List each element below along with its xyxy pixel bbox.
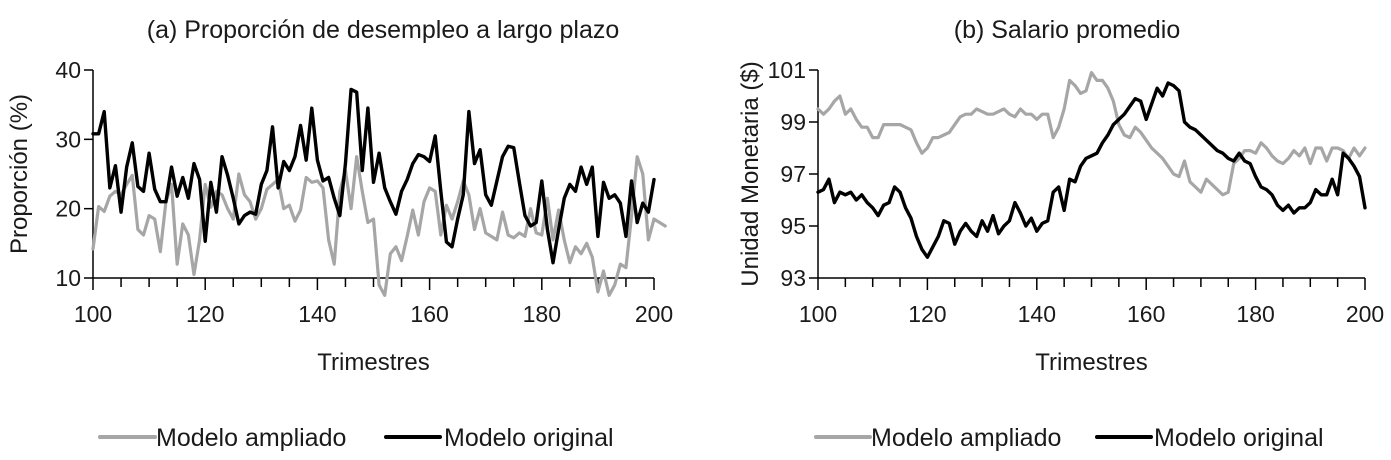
legend-item-b-original: Modelo original (1095, 424, 1324, 452)
x-axis-label-b: Trimestres (1035, 349, 1147, 376)
chart-title-b: (b) Salario promedio (954, 16, 1181, 44)
panel-b-average-wage: (b) Salario promedio 93 95 97 99 101 100 120 140… (737, 16, 1384, 452)
series-group-a-original (91, 87, 656, 265)
x-tick-label-b: 100 (799, 301, 837, 327)
y-tick-label-b: 93 (780, 265, 806, 291)
y-tick-label-a: 30 (55, 126, 81, 152)
legend-label: Modelo original (444, 424, 614, 452)
x-tick-label-a: 100 (74, 301, 112, 327)
legend-label: Modelo original (1154, 424, 1324, 452)
series-line-b-original (816, 81, 1367, 259)
series-line-b-ampliado (816, 71, 1367, 197)
chart-title-a: (a) Proporción de desempleo a largo plaz… (147, 16, 620, 44)
x-tick-label-a: 160 (410, 301, 448, 327)
y-tick-label-b: 101 (768, 57, 806, 83)
x-tick-label-a: 140 (298, 301, 336, 327)
legend-label: Modelo ampliado (156, 424, 346, 452)
y-tick-label-b: 95 (780, 213, 806, 239)
x-tick-label-b: 160 (1127, 301, 1165, 327)
series-group-a-ampliado (91, 155, 667, 297)
legend-item-a-original: Modelo original (384, 424, 614, 452)
x-tick-label-b: 120 (908, 301, 946, 327)
x-tick-label-b: 140 (1018, 301, 1056, 327)
y-tick-label-a: 10 (55, 265, 81, 291)
x-axis-label-a: Trimestres (317, 349, 429, 376)
y-tick-label-a: 40 (55, 57, 81, 83)
x-tick-label-a: 120 (186, 301, 224, 327)
series-group-b-ampliado (816, 71, 1367, 197)
x-tick-label-b: 200 (1346, 301, 1384, 327)
legend-label: Modelo ampliado (871, 424, 1061, 452)
y-tick-label-b: 97 (780, 161, 806, 187)
x-tick-label-a: 200 (635, 301, 673, 327)
panel-a-unemployment-proportion: (a) Proporción de desempleo a largo plaz… (6, 16, 673, 452)
legend-item-b-ampliado: Modelo ampliado (814, 424, 1061, 452)
y-tick-label-b: 99 (780, 109, 806, 135)
x-tick-label-b: 180 (1236, 301, 1274, 327)
x-tick-label-a: 180 (523, 301, 561, 327)
y-tick-label-a: 20 (55, 196, 81, 222)
series-group-b-original (816, 81, 1367, 259)
legend-item-a-ampliado: Modelo ampliado (98, 424, 346, 452)
y-axis-label-b: Unidad Monetaria ($) (737, 61, 764, 286)
y-axis-label-a: Proporción (%) (6, 94, 33, 254)
